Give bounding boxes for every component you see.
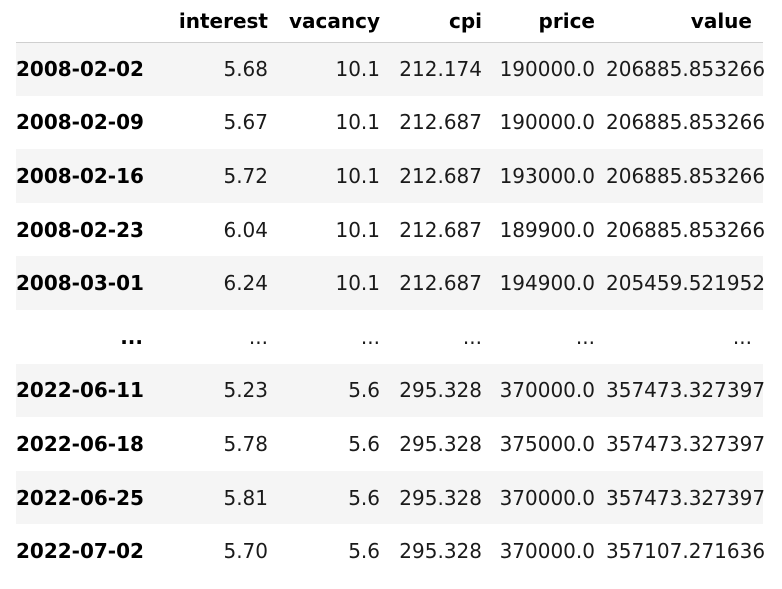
cell-interest: 6.24 [223,271,268,296]
cell-cpi: 212.687 [399,271,482,296]
table-row: 2008-02-09 5.67 10.1 212.687 190000.0 206885.… [16,95,766,150]
table-row: 2008-02-23 6.04 10.1 212.687 189900.0 206885.… [16,202,766,257]
row-index-label: 2008-02-02 [16,57,144,82]
cell-cpi: 295.328 [399,378,482,403]
cell-interest: 5.67 [223,110,268,135]
column-header-interest: interest [154,0,279,43]
cell-price: 370000.0 [499,378,595,403]
row-index-label: 2008-02-09 [16,110,144,135]
row-index-label: 2022-06-25 [16,485,144,510]
row-index-label: 2008-02-16 [16,163,144,188]
cell-cpi: ... [462,324,482,349]
cell-cpi: 295.328 [399,431,482,456]
cell-value: ... [732,324,752,349]
cell-price: 189900.0 [499,217,595,242]
cell-value: 206885.853266 [606,163,766,188]
header-row: interest vacancy cpi price value [16,0,763,43]
cell-vacancy: 5.6 [348,539,380,564]
table-body: 2008-02-02 5.68 10.1 212.174 190000.0 206885.… [16,42,766,578]
cell-value: 357473.327397 [606,378,766,403]
cell-value: 357473.327397 [606,485,766,510]
table-row: 2022-06-11 5.23 5.6 295.328 370000.0 357473.3… [16,363,766,418]
cell-price: 194900.0 [499,271,595,296]
cell-cpi: 212.687 [399,217,482,242]
table-row: 2022-06-18 5.78 5.6 295.328 375000.0 357473.3… [16,417,766,471]
row-index-label: 2008-03-01 [16,271,144,296]
cell-vacancy: 10.1 [335,163,380,188]
index-header [16,0,154,43]
cell-vacancy: 10.1 [335,271,380,296]
cell-vacancy: 10.1 [335,57,380,82]
row-index-label: 2022-06-18 [16,431,144,456]
cell-cpi: 295.328 [399,485,482,510]
cell-value: 206885.853266 [606,217,766,242]
cell-interest: ... [248,324,268,349]
cell-vacancy: 10.1 [335,217,380,242]
cell-price: 375000.0 [499,431,595,456]
cell-value: 357107.271636 [606,539,766,564]
cell-vacancy: 5.6 [348,431,380,456]
cell-vacancy: ... [360,324,380,349]
cell-price: 190000.0 [499,57,595,82]
cell-value: 206885.853266 [606,57,766,82]
cell-value: 205459.521952 [606,271,766,296]
table-row: 2022-06-25 5.81 5.6 295.328 370000.0 357473.3… [16,470,766,525]
column-header-cpi: cpi [391,0,493,43]
column-header-price: price [493,0,606,43]
row-index-label: 2022-06-11 [16,378,144,403]
table-row: 2022-07-02 5.70 5.6 295.328 370000.0 357107.2… [16,524,766,578]
cell-interest: 5.23 [223,378,268,403]
cell-value: 357473.327397 [606,431,766,456]
cell-interest: 5.81 [223,485,268,510]
cell-price: 193000.0 [499,163,595,188]
cell-interest: 5.72 [223,163,268,188]
cell-value: 206885.853266 [606,110,766,135]
table-row: 2008-02-16 5.72 10.1 212.687 193000.0 206885.… [16,149,766,203]
cell-interest: 5.78 [223,431,268,456]
cell-cpi: 212.687 [399,163,482,188]
table-row: 2008-03-01 6.24 10.1 212.687 194900.0 205459.… [16,256,766,310]
row-index-label: ... [120,324,143,349]
cell-cpi: 212.174 [399,57,482,82]
cell-price: ... [575,324,595,349]
cell-cpi: 212.687 [399,110,482,135]
cell-interest: 5.68 [223,57,268,82]
table-row: 2008-02-02 5.68 10.1 212.174 190000.0 206885.… [16,42,766,96]
cell-interest: 6.04 [223,217,268,242]
cell-vacancy: 10.1 [335,110,380,135]
cell-vacancy: 5.6 [348,485,380,510]
cell-price: 190000.0 [499,110,595,135]
cell-price: 370000.0 [499,539,595,564]
column-header-value: value [606,0,763,43]
cell-cpi: 295.328 [399,539,482,564]
cell-price: 370000.0 [499,485,595,510]
row-index-label: 2022-07-02 [16,539,144,564]
cell-vacancy: 5.6 [348,378,380,403]
dataframe-table: interest vacancy cpi price value 2008-02… [16,0,766,578]
column-header-vacancy: vacancy [279,0,391,43]
row-index-label: 2008-02-23 [16,217,144,242]
ellipsis-row: .................. [16,309,763,364]
cell-interest: 5.70 [223,539,268,564]
